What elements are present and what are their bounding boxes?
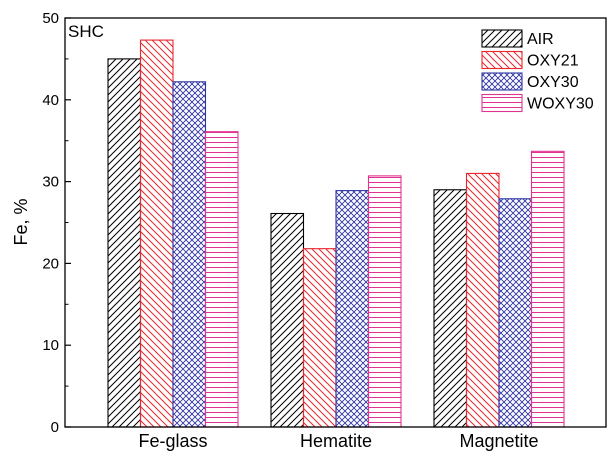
legend-label: AIR <box>527 31 554 48</box>
legend-swatch <box>481 93 523 113</box>
legend: AIR OXY21 OXY30 WOXY30 <box>481 29 594 113</box>
panel-label: SHC <box>68 22 104 41</box>
bar-oxy30-fe-glass <box>172 81 207 428</box>
bar-oxy21-magnetite <box>465 172 500 428</box>
legend-swatch <box>481 50 523 70</box>
bar-air-magnetite <box>433 189 468 428</box>
legend-label: OXY30 <box>527 74 579 91</box>
x-category-label: Hematite <box>300 431 372 451</box>
x-category-label: Fe-glass <box>138 431 207 451</box>
bar-air-hematite <box>270 212 305 428</box>
bar-oxy30-hematite <box>335 190 370 428</box>
legend-label: WOXY30 <box>527 96 594 113</box>
bar-woxy30-fe-glass <box>204 131 239 428</box>
bar-air-fe-glass <box>107 58 142 428</box>
bar-woxy30-magnetite <box>530 150 565 428</box>
y-tick-label: 40 <box>42 92 59 109</box>
bar-oxy21-fe-glass <box>139 39 174 428</box>
legend-swatch <box>481 29 523 48</box>
y-tick-label: 10 <box>42 337 59 354</box>
legend-label: OXY21 <box>527 53 579 70</box>
bar-oxy30-magnetite <box>498 198 533 428</box>
y-tick-label: 50 <box>42 10 59 27</box>
y-axis-title: Fe, % <box>11 198 31 245</box>
bars-group <box>107 39 565 428</box>
x-category-labels-group: Fe-glass Hematite Magnetite <box>138 431 538 451</box>
y-tick-label: 30 <box>42 174 59 191</box>
y-tick-label: 0 <box>51 419 59 436</box>
x-category-label: Magnetite <box>459 431 538 451</box>
y-tick-label: 20 <box>42 255 59 272</box>
legend-swatch <box>481 72 523 91</box>
y-tick-labels-group: 0 10 20 30 40 50 <box>42 10 59 436</box>
bar-oxy21-hematite <box>302 248 337 428</box>
bar-woxy30-hematite <box>367 175 402 428</box>
y-ticks-group <box>65 17 71 428</box>
